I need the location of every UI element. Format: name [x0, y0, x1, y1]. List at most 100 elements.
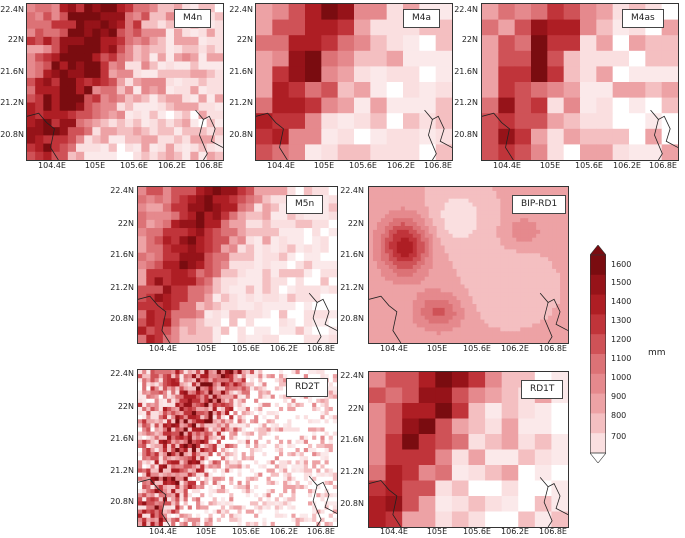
grid-cell	[171, 244, 181, 254]
grid-cell	[142, 406, 147, 412]
grid-cell	[448, 272, 454, 278]
lon-tick: 106.8E	[307, 344, 335, 353]
grid-cell	[187, 427, 193, 433]
grid-cell	[262, 427, 268, 433]
grid-cell	[196, 398, 201, 404]
grid-cell	[412, 202, 418, 208]
grid-cell	[283, 382, 288, 388]
grid-cell	[212, 195, 222, 205]
grid-cell	[388, 319, 394, 325]
grid-cell	[291, 419, 297, 424]
grid-cell	[460, 241, 466, 247]
grid-cell	[460, 327, 466, 332]
grid-cell	[225, 419, 230, 424]
grid-cell	[208, 406, 214, 412]
grid-cell	[556, 253, 561, 258]
grid-cell	[198, 127, 208, 136]
grid-cell	[540, 304, 545, 309]
grid-cell	[204, 493, 210, 498]
grid-cell	[272, 144, 290, 160]
grid-cell	[200, 505, 205, 511]
grid-cell	[440, 218, 446, 223]
grid-cell	[476, 249, 482, 254]
grid-cell	[532, 229, 537, 235]
grid-cell	[508, 288, 513, 293]
grid-cell	[384, 311, 390, 317]
country-border	[654, 119, 663, 160]
grid-cell	[141, 4, 151, 13]
grid-cell	[416, 265, 422, 270]
grid-cell	[528, 288, 533, 293]
grid-cell	[436, 272, 442, 278]
grid-cell	[141, 45, 151, 54]
grid-cell	[208, 468, 214, 474]
grid-cell	[43, 110, 53, 120]
grid-cell	[274, 480, 280, 486]
grid-cell	[287, 489, 292, 494]
grid-cell	[299, 509, 305, 515]
grid-cell	[287, 326, 297, 336]
grid-cell	[182, 86, 191, 95]
grid-cell	[303, 443, 309, 449]
grid-cell	[116, 69, 126, 79]
grid-cell	[354, 35, 371, 52]
grid-cell	[200, 390, 205, 396]
grid-cell	[154, 435, 160, 441]
grid-cell	[456, 187, 462, 192]
grid-cell	[540, 233, 545, 239]
country-border	[308, 292, 337, 331]
grid-cell	[198, 143, 208, 153]
grid-cell	[287, 464, 292, 470]
grid-cell	[448, 265, 454, 270]
grid-cell	[291, 489, 297, 494]
grid-cell	[372, 307, 378, 313]
grid-cell	[504, 335, 509, 340]
grid-cell	[460, 292, 466, 297]
grid-cell	[167, 493, 172, 498]
grid-cell	[420, 323, 426, 328]
grid-cell	[480, 272, 486, 278]
grid-cell	[528, 280, 533, 286]
grid-cell	[661, 35, 678, 52]
grid-cell	[200, 411, 205, 416]
grid-cell	[369, 276, 374, 282]
grid-cell	[266, 439, 272, 445]
grid-cell	[400, 296, 406, 301]
grid-cell	[404, 257, 410, 262]
grid-cell	[171, 310, 181, 319]
precip-field	[369, 187, 568, 343]
grid-cell	[108, 77, 118, 87]
grid-cell	[436, 210, 442, 215]
grid-cell	[380, 315, 386, 321]
grid-cell	[400, 229, 406, 235]
grid-cell	[408, 194, 414, 200]
grid-cell	[544, 226, 549, 231]
grid-cell	[384, 296, 390, 301]
grid-cell	[295, 211, 305, 221]
lon-tick: 104.4E	[380, 344, 408, 353]
grid-cell	[295, 301, 305, 311]
lat-tick: 22N	[347, 219, 364, 228]
grid-cell	[548, 226, 553, 231]
country-border	[650, 109, 678, 148]
grid-cell	[208, 509, 214, 515]
grid-cell	[154, 513, 160, 519]
grid-cell	[508, 284, 513, 289]
grid-cell	[283, 406, 288, 412]
grid-cell	[272, 50, 290, 67]
grid-cell	[496, 194, 501, 200]
grid-cell	[580, 82, 597, 99]
grid-cell	[303, 435, 309, 441]
grid-cell	[396, 210, 402, 215]
grid-cell	[488, 226, 493, 231]
grid-cell	[254, 236, 263, 246]
grid-cell	[392, 194, 398, 200]
grid-cell	[299, 415, 305, 420]
grid-cell	[191, 386, 197, 392]
grid-cell	[138, 301, 147, 311]
grid-cell	[182, 151, 191, 160]
grid-cell	[388, 210, 394, 215]
grid-cell	[460, 237, 466, 243]
grid-cell	[241, 394, 247, 400]
grid-cell	[392, 237, 398, 243]
